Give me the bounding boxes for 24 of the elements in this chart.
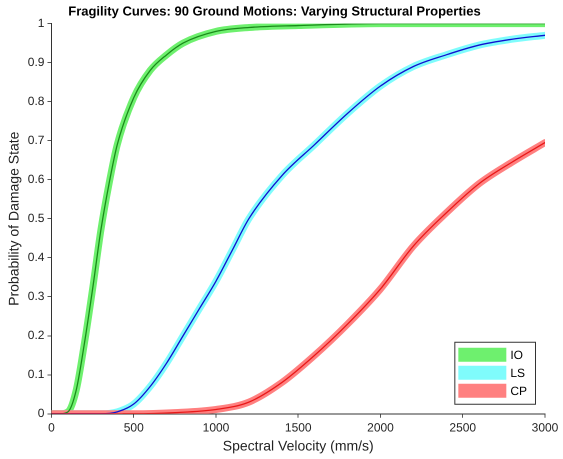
y-tick-label: 0.8	[28, 94, 45, 108]
x-tick-label: 1000	[202, 420, 230, 434]
y-tick-label: 0.5	[28, 211, 45, 226]
legend-label: LS	[510, 366, 526, 380]
y-tick-label: 0.7	[28, 132, 45, 147]
x-tick-label: 3000	[532, 420, 559, 434]
y-tick-label: 0.4	[28, 250, 45, 264]
x-tick-label: 1500	[284, 420, 312, 434]
y-axis-title: Probability of Damage State	[5, 131, 22, 306]
y-tick-label: 0	[38, 406, 45, 420]
y-tick-label: 0.3	[28, 289, 45, 304]
legend-label: CP	[510, 384, 527, 398]
x-tick-label: 500	[124, 420, 144, 434]
x-tick-label: 2000	[367, 420, 394, 434]
y-tick-label: 1	[38, 16, 45, 30]
y-tick-label: 0.6	[28, 172, 45, 186]
y-tick-label: 0.1	[28, 367, 45, 382]
x-tick-label: 2500	[449, 420, 476, 434]
legend-label: IO	[510, 348, 523, 362]
chart-title: Fragility Curves: 90 Ground Motions: Varying Structural Properties	[68, 3, 481, 18]
x-axis-title: Spectral Velocity (mm/s)	[222, 437, 374, 454]
x-tick-label: 0	[48, 420, 56, 434]
y-tick-label: 0.9	[28, 54, 45, 69]
y-tick-label: 0.2	[28, 328, 45, 342]
